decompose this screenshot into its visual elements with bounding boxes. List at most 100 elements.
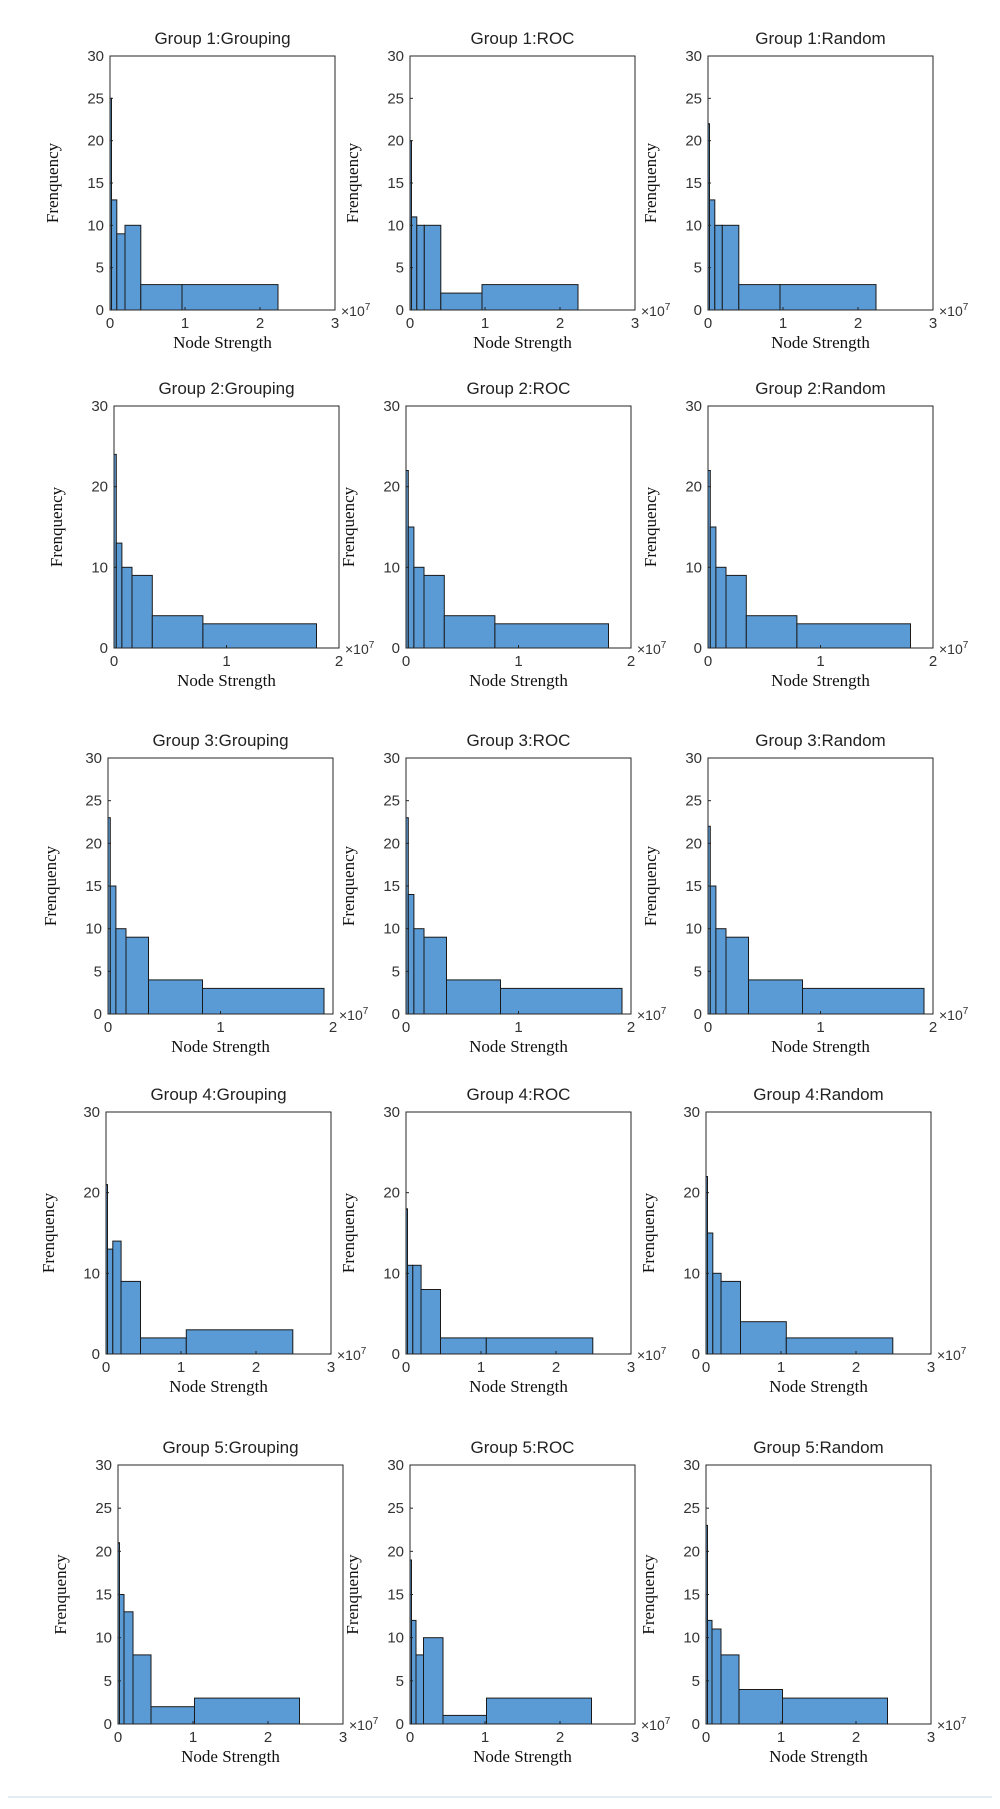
histogram-bar bbox=[185, 1329, 294, 1355]
y-tick-label: 15 bbox=[87, 175, 104, 192]
x-axis-label: Node Strength bbox=[169, 1377, 268, 1396]
x-tick-label: 0 bbox=[110, 653, 118, 670]
x-tick-label: 1 bbox=[777, 1729, 785, 1746]
histogram-bar bbox=[440, 1337, 487, 1355]
y-tick-label: 20 bbox=[383, 479, 400, 496]
chart-panel: 0 10 20 30 0 1 2 Group 2:ROC Node Strength Frenqu… bbox=[339, 379, 667, 690]
x-tick-label: 2 bbox=[627, 1019, 635, 1036]
y-tick-label: 5 bbox=[104, 1673, 112, 1690]
histogram-bar bbox=[413, 928, 425, 1015]
histogram-bar bbox=[443, 615, 496, 649]
y-tick-label: 30 bbox=[683, 1457, 700, 1474]
histogram-bar bbox=[140, 284, 183, 311]
y-tick-label: 5 bbox=[396, 1673, 404, 1690]
histogram-bar bbox=[423, 574, 445, 649]
plot-frame bbox=[105, 1111, 332, 1355]
y-tick-label: 30 bbox=[95, 1457, 112, 1474]
x-tick-label: 0 bbox=[402, 1019, 410, 1036]
x-tick-label: 1 bbox=[189, 1729, 197, 1746]
x-axis-label: Node Strength bbox=[473, 1747, 572, 1766]
histogram-bar bbox=[423, 1637, 444, 1725]
y-tick-label: 10 bbox=[383, 1265, 400, 1282]
histogram-bar bbox=[796, 623, 912, 649]
histogram-bar bbox=[494, 623, 609, 649]
x-multiplier: ×107 bbox=[939, 640, 969, 657]
chart-panel: 0 10 20 30 0 1 2 3 Group 4:Grouping Node Strength… bbox=[39, 1085, 367, 1396]
histogram-bar bbox=[132, 1654, 152, 1725]
chart-title: Group 4:Grouping bbox=[150, 1085, 286, 1104]
y-tick-label: 0 bbox=[692, 1346, 700, 1363]
histogram-bar bbox=[148, 979, 203, 1015]
histogram-bar bbox=[411, 216, 418, 311]
histogram-bar bbox=[181, 284, 279, 311]
x-multiplier-exponent: 7 bbox=[961, 1716, 967, 1727]
y-tick-label: 25 bbox=[387, 90, 404, 107]
y-tick-label: 25 bbox=[87, 90, 104, 107]
histogram-bar bbox=[802, 987, 925, 1015]
chart-title: Group 4:Random bbox=[753, 1085, 883, 1104]
y-tick-label: 20 bbox=[383, 1185, 400, 1202]
x-tick-label: 0 bbox=[406, 315, 414, 332]
y-tick-label: 15 bbox=[685, 175, 702, 192]
y-tick-label: 15 bbox=[95, 1587, 112, 1604]
y-tick-label: 5 bbox=[694, 260, 702, 277]
histogram-bar bbox=[120, 1280, 141, 1355]
y-tick-label: 20 bbox=[387, 133, 404, 150]
histogram-bar bbox=[407, 894, 415, 1015]
y-tick-label: 10 bbox=[387, 217, 404, 234]
y-tick-label: 0 bbox=[104, 1716, 112, 1733]
x-tick-label: 2 bbox=[929, 653, 937, 670]
x-axis-label: Node Strength bbox=[469, 671, 568, 690]
y-axis-label: Frenquency bbox=[343, 142, 362, 223]
x-multiplier: ×107 bbox=[345, 640, 375, 657]
y-axis-label: Frenquency bbox=[47, 486, 66, 567]
x-tick-label: 2 bbox=[264, 1729, 272, 1746]
y-tick-label: 5 bbox=[392, 963, 400, 980]
x-multiplier-exponent: 7 bbox=[963, 640, 969, 651]
chart-title: Group 5:ROC bbox=[471, 1438, 575, 1457]
histogram-bar bbox=[725, 936, 749, 1015]
x-tick-label: 0 bbox=[102, 1359, 110, 1376]
x-multiplier-base: ×10 bbox=[349, 1717, 373, 1733]
x-tick-label: 2 bbox=[252, 1359, 260, 1376]
x-tick-label: 3 bbox=[927, 1729, 935, 1746]
y-tick-label: 30 bbox=[685, 48, 702, 65]
chart-title: Group 4:ROC bbox=[467, 1085, 571, 1104]
y-tick-label: 15 bbox=[685, 878, 702, 895]
histogram-bar bbox=[116, 233, 126, 311]
histogram-bar bbox=[119, 1594, 125, 1725]
x-axis-label: Node Strength bbox=[469, 1377, 568, 1396]
x-tick-label: 3 bbox=[631, 1729, 639, 1746]
x-axis-label: Node Strength bbox=[769, 1377, 868, 1396]
chart-panel: 0 5 10 15 20 25 30 0 1 2 3 Group 1:ROC Node Strength… bbox=[343, 29, 671, 352]
y-tick-label: 25 bbox=[685, 793, 702, 810]
chart-panel: 0 10 20 30 0 1 2 Group 2:Grouping Node Strength F… bbox=[47, 379, 375, 690]
x-multiplier-base: ×10 bbox=[339, 1007, 363, 1023]
x-tick-label: 2 bbox=[852, 1359, 860, 1376]
chart-title: Group 5:Random bbox=[753, 1438, 883, 1457]
y-tick-label: 0 bbox=[392, 1346, 400, 1363]
x-multiplier-exponent: 7 bbox=[665, 1716, 671, 1727]
y-tick-label: 10 bbox=[683, 1265, 700, 1282]
y-tick-label: 0 bbox=[694, 640, 702, 657]
chart-title: Group 2:Random bbox=[755, 379, 885, 398]
x-multiplier-base: ×10 bbox=[641, 303, 665, 319]
histogram-bar bbox=[115, 542, 123, 649]
histogram-bar bbox=[140, 1337, 187, 1355]
x-axis-label: Node Strength bbox=[171, 1037, 270, 1056]
chart-title: Group 2:Grouping bbox=[158, 379, 294, 398]
x-tick-label: 1 bbox=[177, 1359, 185, 1376]
y-axis-label: Frenquency bbox=[43, 142, 62, 223]
x-tick-label: 1 bbox=[481, 315, 489, 332]
x-multiplier-exponent: 7 bbox=[373, 1716, 379, 1727]
y-tick-label: 20 bbox=[685, 133, 702, 150]
y-tick-label: 20 bbox=[683, 1185, 700, 1202]
x-tick-label: 0 bbox=[704, 1019, 712, 1036]
histogram-bar bbox=[202, 623, 317, 649]
plot-frame bbox=[405, 1111, 632, 1355]
y-tick-label: 0 bbox=[396, 1716, 404, 1733]
y-tick-label: 10 bbox=[685, 921, 702, 938]
x-tick-label: 2 bbox=[552, 1359, 560, 1376]
histogram-bar bbox=[725, 574, 747, 649]
y-axis-label: Frenquency bbox=[339, 486, 358, 567]
